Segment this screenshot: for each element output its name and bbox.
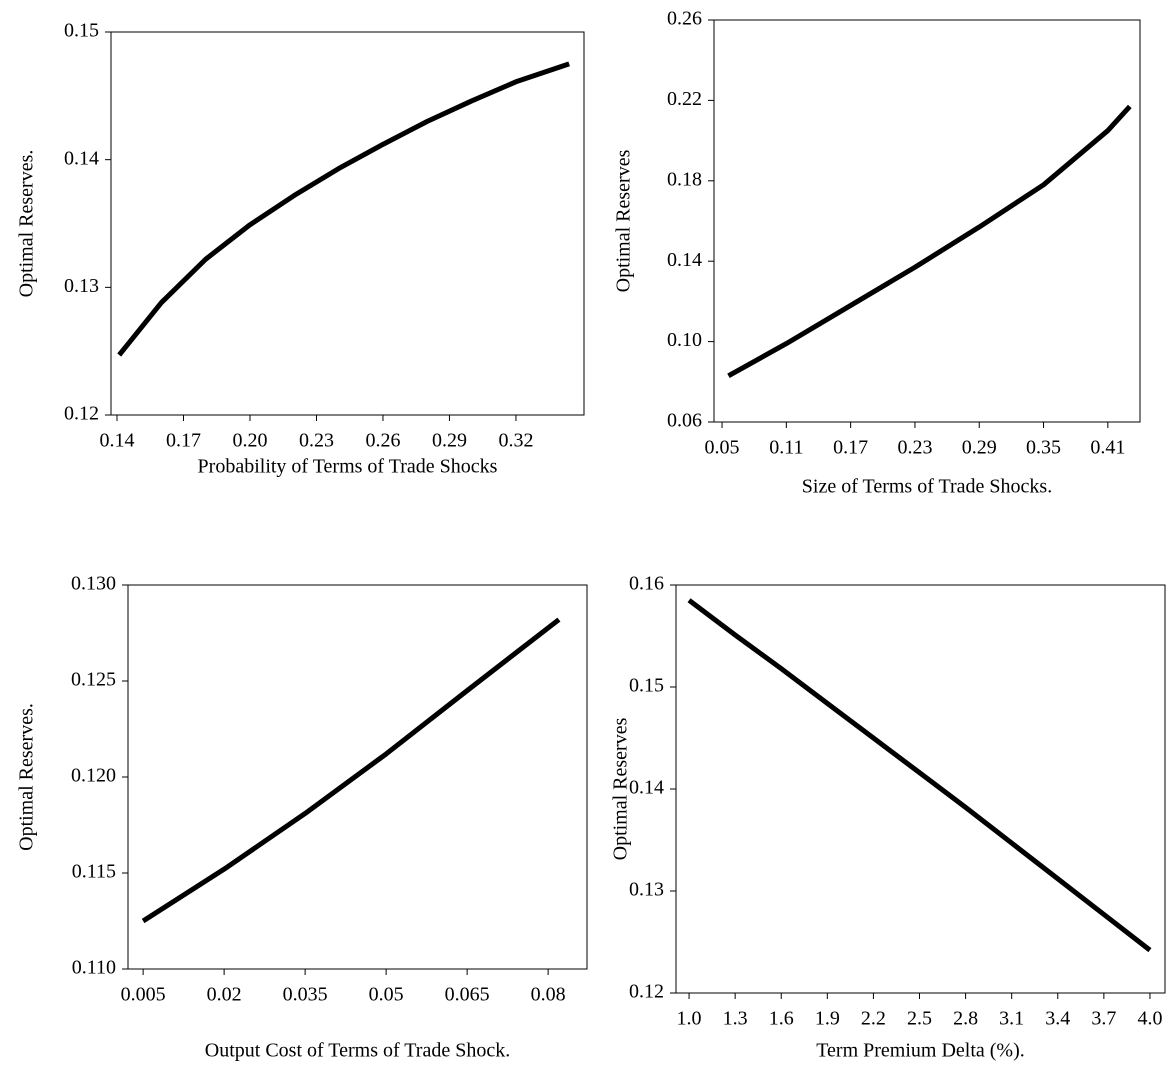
y-tick-label: 0.15 (629, 675, 664, 697)
x-tick-label: 0.20 (232, 430, 267, 452)
x-tick-label: 0.23 (897, 437, 932, 459)
y-tick-label: 0.06 (667, 410, 702, 432)
y-tick-label: 0.18 (667, 168, 702, 190)
x-tick-label: 3.1 (999, 1008, 1024, 1030)
y-tick-label: 0.125 (71, 669, 116, 691)
x-tick-label: 0.26 (365, 430, 400, 452)
x-tick-label: 0.32 (498, 430, 533, 452)
x-tick-label: 0.05 (705, 437, 740, 459)
plot-frame (110, 31, 585, 416)
x-tick-label: 3.7 (1091, 1008, 1116, 1030)
x-axis-label: Probability of Terms of Trade Shocks (198, 456, 498, 478)
y-axis-label: Optimal Reserves. (16, 150, 38, 298)
y-tick-label: 0.13 (64, 275, 99, 297)
x-tick-label: 0.35 (1026, 437, 1061, 459)
x-tick-label: 2.5 (907, 1008, 932, 1030)
y-tick-label: 0.14 (64, 147, 99, 169)
x-tick-label: 2.2 (861, 1008, 886, 1030)
data-line (727, 104, 1132, 378)
x-tick-label: 0.29 (432, 430, 467, 452)
y-axis-label: Optimal Reserves (613, 149, 635, 292)
x-axis-label: Output Cost of Terms of Trade Shock. (205, 1040, 510, 1062)
x-tick-label: 2.8 (953, 1008, 978, 1030)
x-tick-label: 3.4 (1045, 1008, 1070, 1030)
x-tick-label: 0.17 (166, 430, 201, 452)
x-tick-label: 0.08 (531, 984, 566, 1006)
y-tick-label: 0.16 (629, 573, 664, 595)
x-tick-label: 0.11 (769, 437, 803, 459)
x-axis-label: Size of Terms of Trade Shocks. (802, 476, 1052, 498)
data-line (141, 617, 561, 924)
y-tick-label: 0.14 (629, 777, 664, 799)
y-tick-label: 0.130 (71, 573, 116, 595)
x-tick-label: 1.0 (677, 1008, 702, 1030)
y-tick-label: 0.13 (629, 879, 664, 901)
plot-frame (713, 19, 1141, 423)
x-tick-label: 0.05 (369, 984, 404, 1006)
data-line (687, 598, 1152, 953)
data-line (117, 61, 570, 357)
x-tick-label: 4.0 (1137, 1008, 1162, 1030)
x-tick-label: 0.005 (121, 984, 166, 1006)
x-tick-label: 0.29 (962, 437, 997, 459)
y-tick-label: 0.15 (64, 20, 99, 42)
x-tick-label: 0.41 (1090, 437, 1125, 459)
x-tick-label: 0.23 (299, 430, 334, 452)
y-tick-label: 0.115 (72, 861, 116, 883)
y-tick-label: 0.10 (667, 329, 702, 351)
y-tick-label: 0.120 (71, 765, 116, 787)
x-tick-label: 0.02 (207, 984, 242, 1006)
y-tick-label: 0.14 (667, 249, 702, 271)
x-axis-label: Term Premium Delta (%). (816, 1040, 1025, 1062)
x-tick-label: 0.14 (99, 430, 134, 452)
x-tick-label: 1.9 (815, 1008, 840, 1030)
x-tick-label: 0.17 (833, 437, 868, 459)
y-axis-label: Optimal Reserves (610, 717, 632, 860)
x-tick-label: 1.3 (723, 1008, 748, 1030)
y-tick-label: 0.26 (667, 8, 702, 30)
x-tick-label: 1.6 (769, 1008, 794, 1030)
y-tick-label: 0.12 (64, 403, 99, 425)
y-axis-label: Optimal Reserves. (16, 703, 38, 851)
x-tick-label: 0.035 (283, 984, 328, 1006)
y-tick-label: 0.22 (667, 88, 702, 110)
y-tick-label: 0.110 (72, 957, 116, 979)
x-tick-label: 0.065 (445, 984, 490, 1006)
y-tick-label: 0.12 (629, 981, 664, 1003)
